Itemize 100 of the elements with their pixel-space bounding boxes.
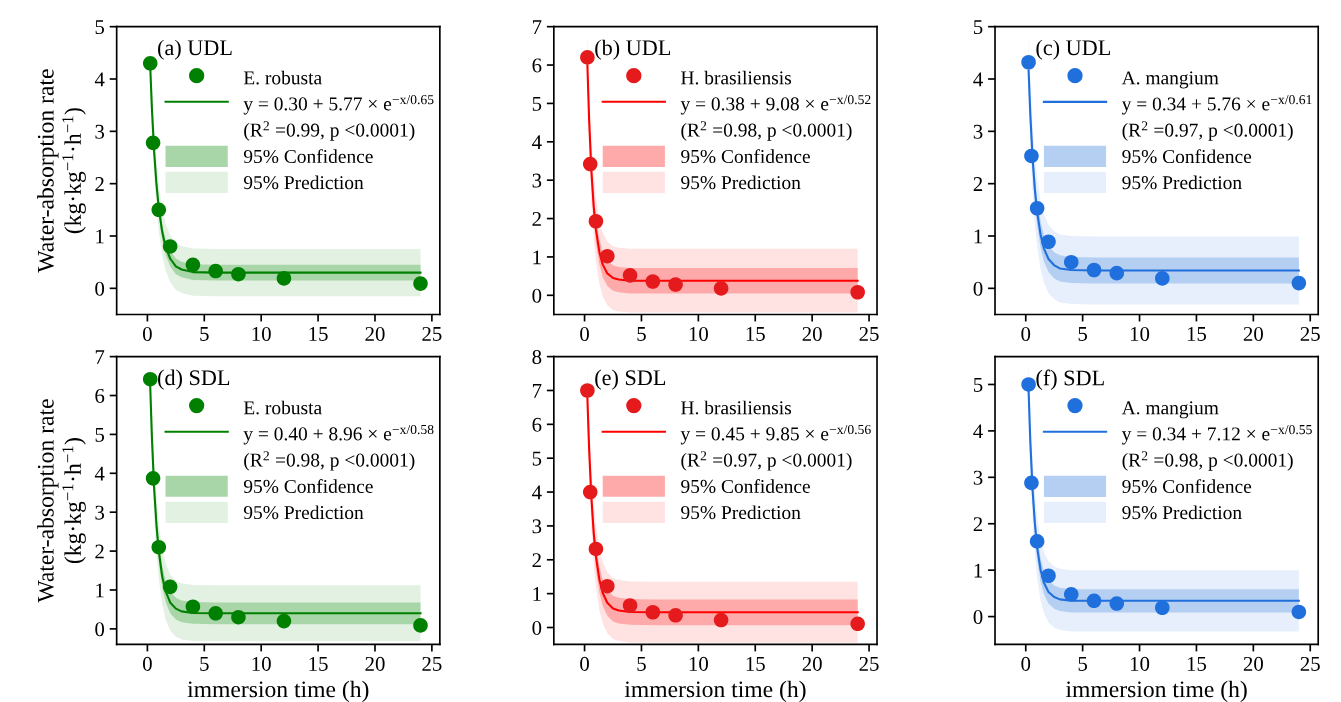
point [145, 471, 161, 486]
y-tick-label: 8 [532, 349, 542, 365]
x-tick-label: 0 [1021, 656, 1031, 671]
y-tick-label: 2 [973, 177, 983, 191]
x-tick-label: 15 [309, 656, 328, 671]
x-axis-title: immersion time (h) [1065, 680, 1247, 702]
y-tick-label: 0 [532, 288, 542, 303]
y-tick-label: 1 [96, 229, 104, 244]
x-tick-label: 5 [1078, 327, 1088, 341]
x-tick-label: 15 [309, 327, 328, 341]
point [850, 616, 865, 632]
point [588, 213, 604, 229]
point [162, 579, 178, 595]
x-tick-label: 25 [422, 326, 442, 341]
point [1041, 234, 1056, 250]
point [185, 257, 201, 273]
x-tick-label: 5 [200, 657, 209, 671]
x-tick-label: 15 [1187, 327, 1207, 341]
legend-label: y = 0.38 + 9.08 × e$^{−x/0.52}$ [680, 94, 871, 115]
y-tick-label: 1 [96, 583, 104, 598]
legend-label: 95% Prediction [243, 505, 364, 520]
y-tick-label: 4 [94, 72, 105, 87]
legend-label: 95% Prediction [681, 505, 801, 520]
point [413, 618, 428, 633]
x-tick-label: 10 [689, 656, 708, 671]
x-tick-label: 5 [200, 327, 209, 341]
point [668, 277, 683, 292]
legend-label: y = 0.40 + 8.96 × e$^{−x/0.58}$ [243, 424, 434, 445]
point [850, 284, 865, 300]
legend-label: 95% Confidence [681, 479, 810, 494]
point [151, 539, 167, 555]
legend-label: 95% Prediction [681, 175, 801, 190]
text: (e) SDL [595, 369, 666, 390]
point [142, 56, 158, 71]
legend-label: 95% Confidence [243, 479, 373, 494]
y-tick-label: 3 [95, 505, 105, 520]
x-tick-label: 5 [637, 327, 646, 341]
point [1029, 534, 1045, 549]
y-tick-label: 5 [95, 427, 105, 442]
legend-label: y = 0.45 + 9.85 × e$^{−x/0.56}$ [680, 424, 871, 445]
x-tick-label: 15 [746, 327, 765, 341]
point [600, 248, 615, 264]
annotation: (R$^{2}$ =0.98, p <0.0001) [681, 121, 852, 141]
x-tick-label: 0 [142, 656, 152, 671]
text: (b) UDL [595, 39, 671, 60]
point [1021, 377, 1036, 392]
y-tick-label: 1 [974, 563, 982, 578]
x-tick-label: 0 [142, 326, 152, 341]
x-tick-label: 15 [1187, 656, 1207, 671]
y-tick-label: 3 [532, 173, 542, 188]
x-tick-label: 25 [859, 326, 879, 341]
point [582, 484, 598, 500]
point [713, 281, 729, 296]
y-tick-label: 4 [973, 72, 983, 87]
point [1155, 271, 1170, 286]
point [1063, 587, 1079, 602]
y-tick-label: 4 [532, 135, 542, 150]
legend-label: y = 0.34 + 5.76 × e$^{−x/0.61}$ [1121, 95, 1312, 115]
point [713, 612, 729, 628]
y-tick-label: 2 [532, 553, 541, 568]
x-tick-label: 20 [1243, 326, 1263, 341]
y-tick-label: 5 [532, 451, 542, 466]
point [145, 135, 161, 151]
point [622, 598, 638, 613]
point [142, 371, 158, 387]
y-tick-label: 2 [973, 517, 983, 531]
point [1109, 596, 1125, 611]
x-tick-label: 20 [802, 326, 822, 341]
text: (c) UDL [1036, 39, 1110, 60]
annotation: (R$^{2}$ =0.97, p <0.0001) [1122, 121, 1293, 141]
x-tick-label: 5 [1078, 657, 1088, 671]
y-tick-label: 7 [532, 384, 542, 398]
point [208, 606, 223, 621]
legend-label: 95% Prediction [1122, 505, 1242, 520]
point [1109, 265, 1125, 281]
x-tick-label: 25 [1300, 656, 1320, 671]
y-axis-title: Water-absorption rate (kg·kg$^{−1}$·h$^{−1}$) [37, 399, 86, 603]
x-tick-label: 0 [580, 326, 589, 341]
y-tick-label: 0 [973, 609, 983, 625]
legend-label: 95% Prediction [1122, 175, 1242, 190]
annotation: (R$^{2}$ =0.98, p <0.0001) [1122, 451, 1293, 471]
x-tick-label: 25 [859, 656, 879, 671]
legend-label: H. brasiliensis [681, 70, 792, 85]
y-tick-label: 7 [532, 20, 542, 34]
point [1024, 148, 1039, 164]
y-tick-label: 3 [532, 519, 542, 534]
legend-label: 95% Confidence [681, 149, 810, 164]
point [185, 599, 201, 614]
x-tick-label: 10 [1130, 326, 1150, 341]
point [231, 609, 246, 625]
point [276, 613, 292, 629]
legend-label: y = 0.30 + 5.77 × e$^{−x/0.65}$ [243, 94, 434, 115]
x-tick-label: 10 [252, 656, 271, 671]
x-axis-title: immersion time (h) [187, 680, 369, 702]
y-axis-title: Water-absorption rate (kg·kg$^{−1}$·h$^{−1}$) [37, 69, 86, 273]
y-tick-label: 5 [95, 20, 105, 35]
y-tick-label: 3 [973, 124, 983, 139]
x-tick-label: 10 [252, 326, 271, 341]
x-tick-label: 20 [802, 656, 822, 671]
y-tick-label: 3 [95, 124, 105, 139]
